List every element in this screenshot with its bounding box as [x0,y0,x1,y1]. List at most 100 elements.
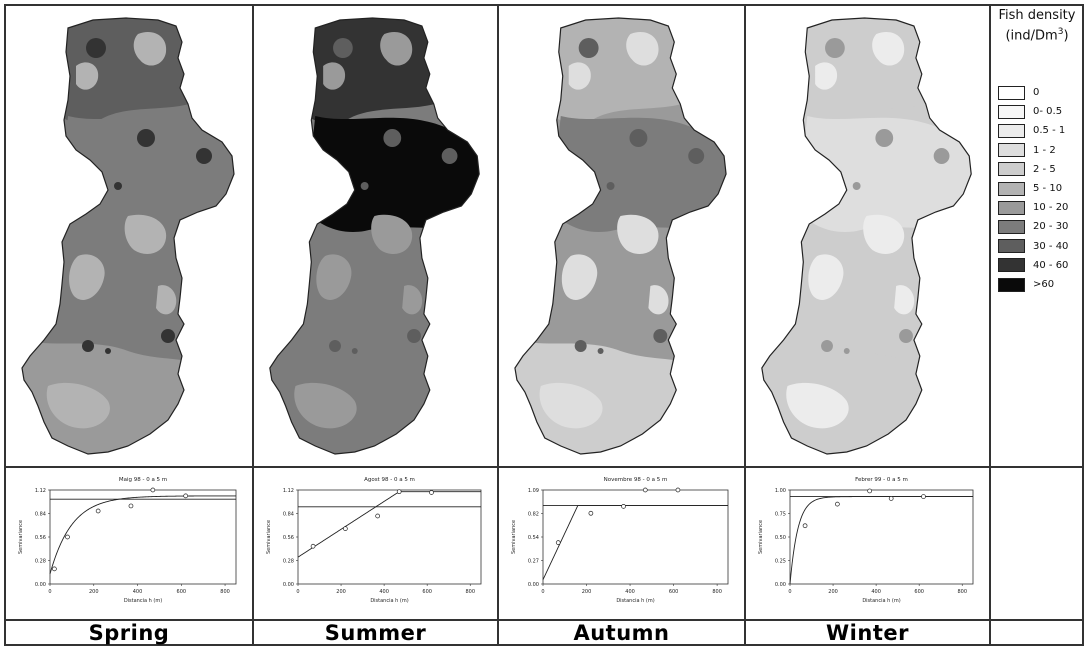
x-axis-label: Distancia h (m) [370,598,408,604]
variogram-point [128,503,134,509]
legend-item: 5 - 10 [998,180,1062,197]
map-light-patch [561,254,598,300]
x-tick-label: 600 [669,589,679,595]
map-light-patch [568,62,591,90]
map-panel-summer [256,6,495,464]
map-light-patch [808,254,844,300]
y-tick-label: 0.82 [528,512,539,518]
x-axis-label: Distancia h (m) [862,598,900,604]
map-mid-zone [797,116,972,232]
model-curve [542,505,728,580]
variogram-point [867,488,873,494]
season-cell-spring: Spring [6,620,252,646]
legend-label: 40 - 60 [1033,259,1069,271]
x-tick-label: 200 [582,589,592,595]
x-tick-label: 200 [828,589,838,595]
y-tick-label: 1.12 [35,488,46,494]
legend-label: 10 - 20 [1033,202,1069,214]
plot-area [49,489,237,585]
variogram-point [621,504,626,509]
map-dark-spot [360,182,369,190]
variogram-chart-4: Febrer 99 - 0 a 5 m 0.00 0.25 0.50 0.75 1.00 0… [758,477,974,604]
plot-area [297,489,482,585]
map-north-zone [48,18,208,125]
map-light-patch [626,32,659,66]
lake-outline [269,17,480,455]
y-axis-label: Semivariance [266,520,272,554]
season-cell-autumn: Autumn [499,620,744,646]
season-label-autumn: Autumn [573,621,670,645]
map-dark-spot [843,348,850,354]
y-tick-label: 1.12 [283,488,294,494]
map-light-patch [76,62,99,90]
map-dark-spot [875,129,894,147]
y-tick-label: 0.00 [283,582,294,588]
legend-swatch [998,85,1025,100]
model-curve [789,496,973,585]
x-tick-label: 800 [220,589,230,595]
y-axis-label: Semivariance [18,520,24,554]
legend-item: 0- 0.5 [998,103,1062,120]
y-tick-label: 0.28 [35,559,46,565]
x-tick-label: 600 [422,589,432,595]
variogram-chart-2: Agost 98 - 0 a 5 m 0.00 0.28 0.56 0.84 1.12 0 2… [266,477,482,604]
x-tick-label: 200 [89,589,99,595]
y-tick-label: 1.09 [528,488,539,494]
legend-swatch [998,200,1025,215]
y-tick-label: 0.54 [528,535,539,541]
density-legend: Fish density (ind/Dm3) 0 0- 0.5 0.5 - 1 1 -… [990,6,1084,464]
y-tick-label: 0.84 [283,512,294,518]
lake-outline [514,17,727,455]
map-dark-spot [105,348,111,354]
legend-title-unit-sup: 3 [1057,27,1064,37]
x-tick-label: 800 [465,589,475,595]
variogram-point [52,566,57,572]
map-light-patch [648,285,669,315]
map-dark-spot [899,329,913,343]
outer-border-bottom [4,644,1084,646]
map-north-zone [787,18,946,125]
legend-swatch [998,181,1025,196]
y-tick-label: 1.00 [775,488,786,494]
map-dark-spot [82,340,94,352]
y-tick-label: 0.00 [775,582,786,588]
variogram-chart-1: Maig 98 - 0 a 5 m 0.00 0.28 0.56 0.84 1.12 0 20… [18,477,237,604]
map-dark-spot [688,148,705,164]
chart-title: Maig 98 - 0 a 5 m [119,477,167,483]
legend-item: 1 - 2 [998,142,1056,159]
map-mid-zone [305,116,480,232]
y-tick-label: 0.28 [283,559,294,565]
variogram-point [555,540,561,545]
map-light-patch [133,32,167,66]
map-dark-spot [351,348,358,354]
legend-label: 1 - 2 [1033,144,1056,156]
legend-label: 0 [1033,87,1040,98]
map-light-patch [46,382,110,429]
chart-title: Novembre 98 - 0 a 5 m [604,477,668,483]
season-cell-summer: Summer [254,620,497,646]
legend-title-line1: Fish density [998,8,1076,23]
y-tick-label: 0.56 [283,535,294,541]
variogram-point [429,490,434,495]
map-light-patch [316,254,352,300]
legend-item: >60 [998,276,1054,293]
legend-item: 40 - 60 [998,257,1068,274]
x-tick-label: 400 [133,589,143,595]
legend-item: 2 - 5 [998,161,1056,178]
legend-item: 0 [998,84,1039,101]
map-dark-spot [597,348,604,354]
y-tick-label: 0.00 [35,582,46,588]
x-axis-label: Distancia h (m) [124,598,162,604]
map-light-patch [323,62,346,90]
fish-density-map-spring [21,17,235,455]
variogram-point [183,493,189,499]
variogram-panel-3: Novembre 98 - 0 a 5 m 0.00 0.27 0.54 0.82 1.0… [501,470,742,618]
legend-label: 5 - 10 [1033,183,1063,194]
map-dark-spot [574,340,587,352]
map-dark-spot [653,329,668,343]
map-light-patch [539,382,603,429]
row-divider-maps [4,466,1084,468]
variogram-point [802,523,808,529]
y-axis-label: Semivariance [758,520,764,554]
plot-area [789,489,974,585]
